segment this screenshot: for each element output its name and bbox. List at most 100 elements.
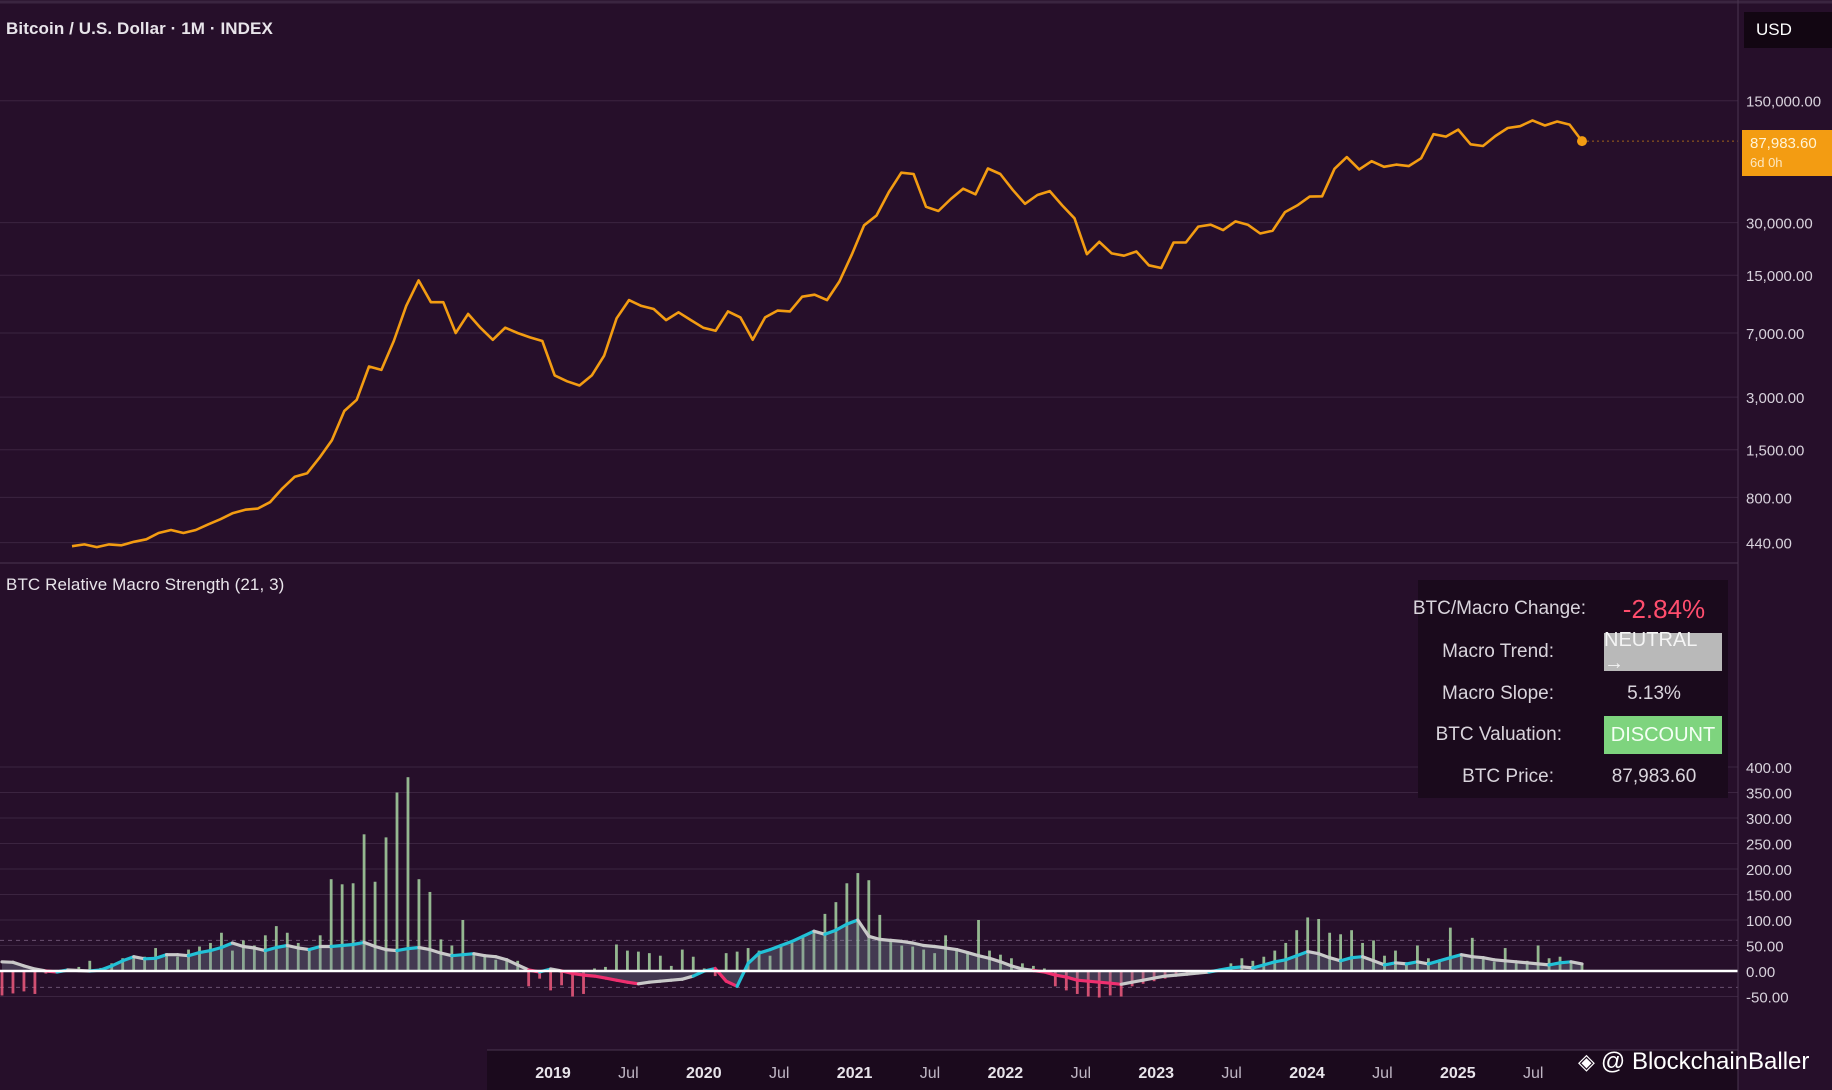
bar-countdown: 6d 0h [1750,155,1783,170]
osc-bar [582,971,585,994]
price-tick-label: 3,000.00 [1746,390,1804,407]
signal-segment [1338,956,1354,963]
osc-bar [307,948,311,971]
signal-segment [592,974,608,980]
osc-bar [1053,971,1057,987]
osc-tick-label: 400.00 [1746,760,1792,777]
osc-bar [1470,937,1474,971]
osc-bar [604,966,607,971]
signal-segment [1448,953,1463,960]
signal-segment [1284,954,1299,962]
time-axis[interactable]: 2019 Jul 2020 Jul 2021 Jul 2022 Jul 2023 Jul 2024 J… [487,1049,1738,1090]
signal-segment [373,944,388,952]
stat-label-trend: Macro Trend: [1442,641,1554,662]
osc-bar [691,956,695,971]
signal-segment [965,950,981,958]
signal-segment [1185,971,1200,976]
osc-bar [1580,963,1584,971]
signal-segment [1273,958,1288,964]
signal-segment [581,973,597,978]
currency-selector[interactable]: USD [1744,12,1832,48]
signal-segment [1349,955,1365,960]
stat-label-change: BTC/Macro Change: [1412,598,1586,619]
osc-bar [252,945,256,971]
signal-segment [197,948,213,955]
signal-segment [1042,970,1057,977]
signal-segment [724,979,739,988]
time-tick-label: 2024 [1289,1065,1325,1082]
osc-bar [340,884,344,971]
osc-bar [1097,971,1101,998]
time-tick-label: Jul [920,1065,940,1082]
osc-bar [1492,961,1496,971]
signal-segment [1064,975,1079,982]
signal-segment [340,942,355,948]
price-axis[interactable]: 150,000.00 30,000.00 15,000.00 7,000.00 3,00… [1746,94,1821,1007]
signal-segment [395,946,410,953]
osc-bar [626,950,629,971]
osc-bar [1437,960,1441,971]
osc-bar [285,932,289,971]
osc-bar [944,935,948,971]
osc-bar [231,950,234,971]
time-tick-label: Jul [1372,1065,1392,1082]
signal-segment [1141,976,1156,982]
osc-bar [198,946,201,971]
osc-bar [505,958,509,971]
osc-bar [1284,942,1288,971]
osc-bar [351,883,355,971]
osc-bar [1459,955,1463,971]
signal-segment [1327,956,1343,963]
signal-segment [911,941,926,948]
osc-bar [900,945,904,971]
signal-segment [834,922,849,932]
signal-segment [99,964,114,972]
signal-segment [680,974,695,981]
signal-segment [1382,961,1398,967]
signal-segment [1295,949,1310,958]
stat-row-price: BTC Price: 87,983.60 [1418,758,1728,794]
signal-segment [1415,960,1431,966]
osc-bar [658,955,662,971]
osc-bar [176,956,179,971]
osc-bar [812,931,816,971]
osc-bar [538,971,542,979]
osc-bar [560,971,563,986]
price-tick-label: 1,500.00 [1746,443,1804,460]
osc-bar [867,880,871,971]
osc-bar [593,968,596,971]
osc-bar [395,792,399,971]
signal-segment [1459,953,1474,959]
osc-bar [263,935,267,971]
stat-row-valuation: BTC Valuation: DISCOUNT [1418,716,1728,754]
signal-segment [1503,959,1518,964]
signal-segment [1437,956,1452,963]
signal-segment [669,977,684,982]
signal-segment [0,960,15,964]
osc-bar [889,941,893,971]
signal-segment [230,941,245,949]
signal-segment [1492,958,1507,963]
signal-segment [976,954,992,960]
signal-segment [856,918,871,938]
signal-segment [186,950,202,958]
price-tick-label: 7,000.00 [1746,326,1804,343]
osc-bar [680,949,684,971]
signal-segment [757,947,772,955]
signal-segment [1097,980,1112,985]
signal-segment [22,964,37,971]
signal-segment [932,944,948,950]
osc-bar [768,955,772,971]
signal-segment [296,946,311,952]
osc-bar [1152,971,1156,982]
time-tick-label: 2022 [988,1065,1024,1082]
signal-segment [570,971,586,977]
osc-bar [1317,918,1321,971]
osc-bar [801,936,805,971]
osc-bar [878,914,882,971]
price-gridlines [0,100,1738,544]
price-tick-label: 800.00 [1746,490,1792,507]
osc-bar [779,946,783,971]
time-tick-label: 2020 [686,1065,722,1082]
osc-bar [1405,963,1408,971]
